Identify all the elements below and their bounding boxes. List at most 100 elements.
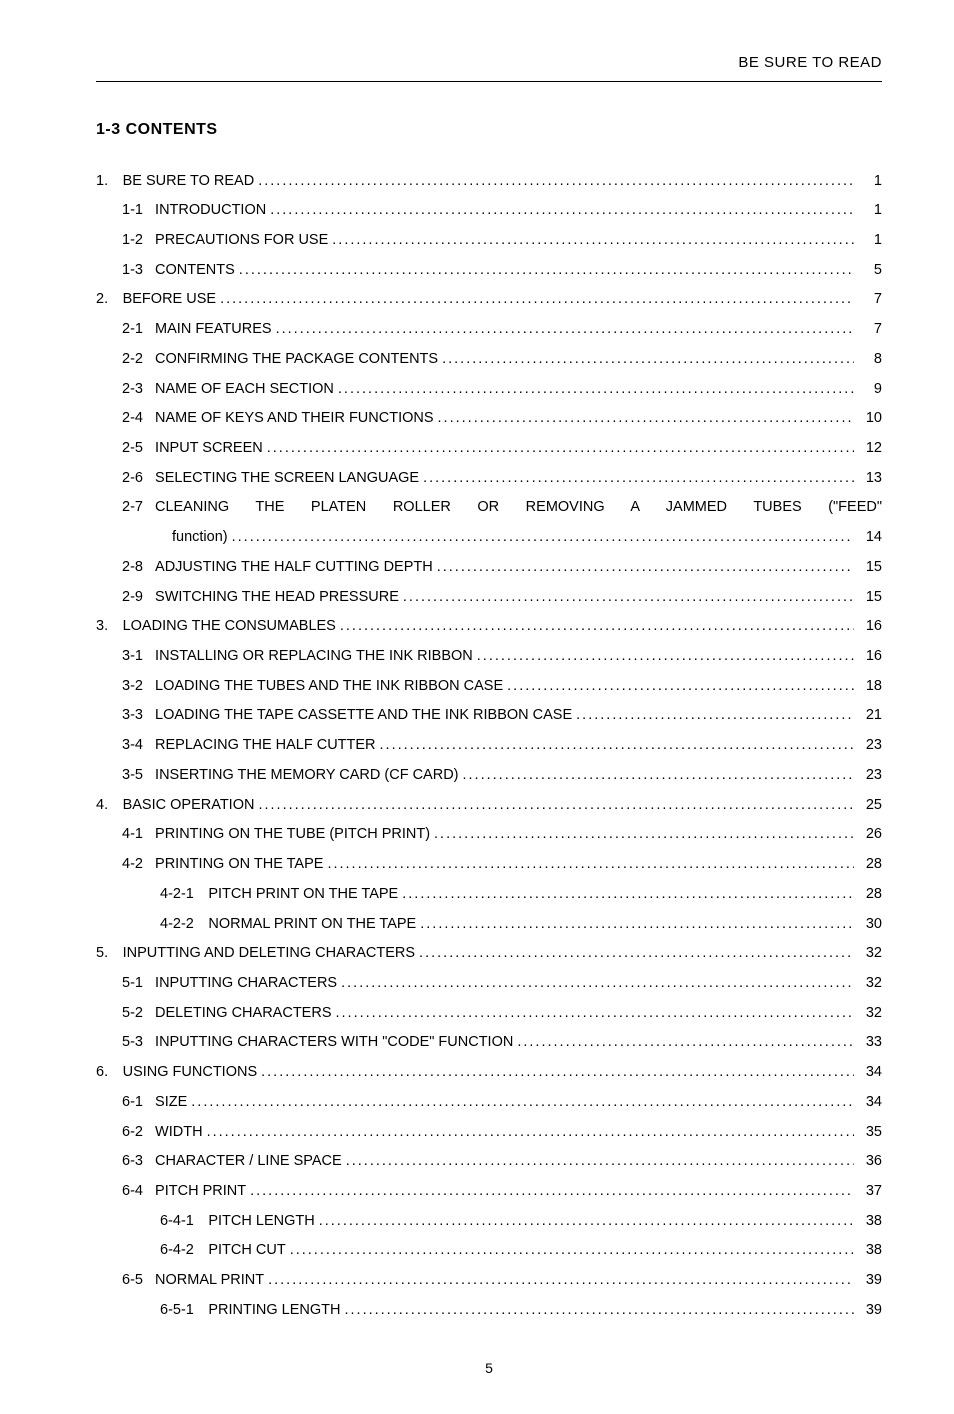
toc-entry: 3-2 LOADING THE TUBES AND THE INK RIBBON… — [96, 672, 882, 702]
toc-entry: 2-8 ADJUSTING THE HALF CUTTING DEPTH 15 — [96, 553, 882, 583]
toc-page: 26 — [858, 820, 882, 850]
toc-label: 1-1 INTRODUCTION — [122, 196, 266, 226]
toc-entry: 3. LOADING THE CONSUMABLES 16 — [96, 612, 882, 642]
toc-label: 2-9 SWITCHING THE HEAD PRESSURE — [122, 583, 399, 613]
toc-page: 1 — [858, 167, 882, 197]
toc-leader — [477, 642, 854, 672]
toc-page: 35 — [858, 1118, 882, 1148]
toc-label: 3. LOADING THE CONSUMABLES — [96, 612, 336, 642]
toc-entry: 3-3 LOADING THE TAPE CASSETTE AND THE IN… — [96, 701, 882, 731]
toc-entry: 2-7CLEANING THE PLATEN ROLLER OR REMOVIN… — [96, 493, 882, 552]
toc-entry: 2-9 SWITCHING THE HEAD PRESSURE 15 — [96, 583, 882, 613]
toc-page: 36 — [858, 1147, 882, 1177]
toc-label: 5-2 DELETING CHARACTERS — [122, 999, 332, 1029]
toc-label: 1-3 CONTENTS — [122, 256, 235, 286]
toc-leader — [423, 464, 854, 494]
toc-entry: 6. USING FUNCTIONS 34 — [96, 1058, 882, 1088]
toc-entry: 2. BEFORE USE 7 — [96, 285, 882, 315]
toc-label: 4-2-2 NORMAL PRINT ON THE TAPE — [160, 910, 416, 940]
toc-label: 2-5 INPUT SCREEN — [122, 434, 263, 464]
toc-page: 32 — [858, 969, 882, 999]
section-title: 1-3 CONTENTS — [96, 114, 882, 147]
toc-entry: 6-5 NORMAL PRINT 39 — [96, 1266, 882, 1296]
toc-entry: 5-2 DELETING CHARACTERS 32 — [96, 999, 882, 1029]
toc-leader — [220, 285, 854, 315]
toc-title: CLEANING THE PLATEN ROLLER OR REMOVING A… — [155, 493, 882, 523]
toc-leader — [403, 583, 854, 613]
toc-label: 4-2 PRINTING ON THE TAPE — [122, 850, 323, 880]
toc-label: 2-2 CONFIRMING THE PACKAGE CONTENTS — [122, 345, 438, 375]
toc-entry: 5. INPUTTING AND DELETING CHARACTERS 32 — [96, 939, 882, 969]
toc-leader — [336, 999, 855, 1029]
toc-label: 1. BE SURE TO READ — [96, 167, 254, 197]
page-header: BE SURE TO READ — [96, 48, 882, 79]
toc-leader — [346, 1147, 854, 1177]
toc-leader — [340, 612, 854, 642]
toc-page: 10 — [858, 404, 882, 434]
toc-leader — [437, 553, 854, 583]
toc-entry: 1-3 CONTENTS 5 — [96, 256, 882, 286]
toc-page: 28 — [858, 880, 882, 910]
toc-leader — [191, 1088, 854, 1118]
table-of-contents: 1. BE SURE TO READ 11-1 INTRODUCTION 11-… — [96, 167, 882, 1326]
toc-leader — [327, 850, 854, 880]
toc-page: 16 — [858, 612, 882, 642]
toc-leader — [290, 1236, 854, 1266]
toc-entry: 3-1 INSTALLING OR REPLACING THE INK RIBB… — [96, 642, 882, 672]
toc-page: 34 — [858, 1088, 882, 1118]
toc-label: 6-4-2 PITCH CUT — [160, 1236, 286, 1266]
toc-leader — [402, 880, 854, 910]
toc-entry: 2-3 NAME OF EACH SECTION 9 — [96, 375, 882, 405]
toc-leader — [258, 167, 854, 197]
toc-leader — [438, 404, 854, 434]
toc-leader — [232, 523, 854, 553]
toc-page: 33 — [858, 1028, 882, 1058]
toc-page: 23 — [858, 761, 882, 791]
toc-entry: 6-4 PITCH PRINT 37 — [96, 1177, 882, 1207]
toc-label: 3-2 LOADING THE TUBES AND THE INK RIBBON… — [122, 672, 503, 702]
toc-leader — [276, 315, 854, 345]
toc-entry: 2-1 MAIN FEATURES 7 — [96, 315, 882, 345]
toc-label: 6-4-1 PITCH LENGTH — [160, 1207, 315, 1237]
toc-page: 5 — [858, 256, 882, 286]
toc-label: 6-5 NORMAL PRINT — [122, 1266, 264, 1296]
toc-label: 5-1 INPUTTING CHARACTERS — [122, 969, 337, 999]
toc-number: 2-7 — [122, 493, 155, 523]
toc-page: 32 — [858, 999, 882, 1029]
toc-label: 2-1 MAIN FEATURES — [122, 315, 272, 345]
toc-page: 13 — [858, 464, 882, 494]
toc-leader — [239, 256, 854, 286]
toc-label: 6-2 WIDTH — [122, 1118, 203, 1148]
toc-title-cont: function) — [172, 523, 228, 553]
toc-label: 2-6 SELECTING THE SCREEN LANGUAGE — [122, 464, 419, 494]
toc-leader — [258, 791, 854, 821]
toc-entry: 2-5 INPUT SCREEN 12 — [96, 434, 882, 464]
toc-page: 38 — [858, 1207, 882, 1237]
toc-leader — [207, 1118, 854, 1148]
toc-leader — [507, 672, 854, 702]
toc-entry: 2-2 CONFIRMING THE PACKAGE CONTENTS 8 — [96, 345, 882, 375]
toc-page: 38 — [858, 1236, 882, 1266]
toc-page: 7 — [858, 315, 882, 345]
toc-page: 15 — [858, 553, 882, 583]
toc-entry: 4-2 PRINTING ON THE TAPE 28 — [96, 850, 882, 880]
toc-entry: 6-4-1 PITCH LENGTH 38 — [96, 1207, 882, 1237]
toc-entry: 6-1 SIZE 34 — [96, 1088, 882, 1118]
toc-label: 3-5 INSERTING THE MEMORY CARD (CF CARD) — [122, 761, 459, 791]
toc-page: 37 — [858, 1177, 882, 1207]
toc-page: 32 — [858, 939, 882, 969]
page-number: 5 — [96, 1354, 882, 1383]
toc-leader — [463, 761, 855, 791]
toc-entry: 1-1 INTRODUCTION 1 — [96, 196, 882, 226]
toc-leader — [380, 731, 854, 761]
toc-label: 3-1 INSTALLING OR REPLACING THE INK RIBB… — [122, 642, 473, 672]
toc-entry: 1. BE SURE TO READ 1 — [96, 167, 882, 197]
toc-entry: 3-5 INSERTING THE MEMORY CARD (CF CARD) … — [96, 761, 882, 791]
toc-label: 5-3 INPUTTING CHARACTERS WITH "CODE" FUN… — [122, 1028, 513, 1058]
toc-leader — [338, 375, 854, 405]
toc-leader — [270, 196, 854, 226]
toc-page: 25 — [858, 791, 882, 821]
toc-label: 2-4 NAME OF KEYS AND THEIR FUNCTIONS — [122, 404, 434, 434]
toc-leader — [250, 1177, 854, 1207]
toc-page: 39 — [858, 1266, 882, 1296]
